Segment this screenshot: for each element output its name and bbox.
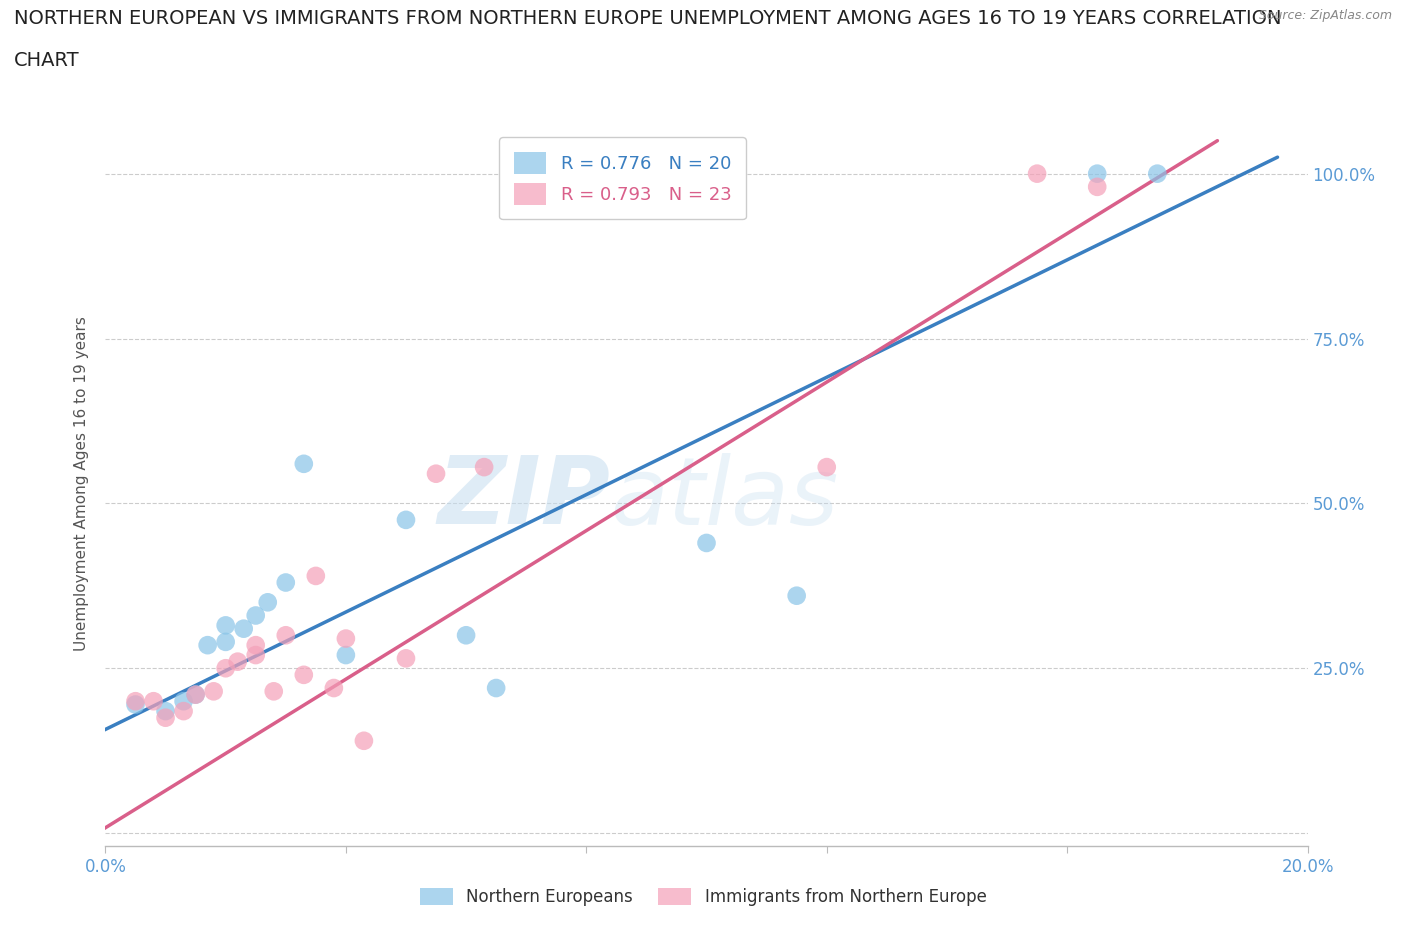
Point bbox=[226, 654, 249, 669]
Point bbox=[274, 575, 297, 590]
Point bbox=[353, 734, 375, 749]
Point bbox=[263, 684, 285, 698]
Point bbox=[335, 631, 357, 646]
Point bbox=[245, 638, 267, 653]
Point bbox=[245, 647, 267, 662]
Point bbox=[815, 459, 838, 474]
Point bbox=[472, 459, 495, 474]
Point bbox=[214, 618, 236, 632]
Point bbox=[245, 608, 267, 623]
Point bbox=[155, 704, 177, 719]
Text: Source: ZipAtlas.com: Source: ZipAtlas.com bbox=[1258, 9, 1392, 22]
Point bbox=[274, 628, 297, 643]
Legend: Northern Europeans, Immigrants from Northern Europe: Northern Europeans, Immigrants from Nort… bbox=[413, 881, 993, 912]
Point bbox=[1026, 166, 1049, 181]
Point bbox=[1085, 179, 1108, 194]
Point bbox=[173, 694, 195, 709]
Point bbox=[155, 711, 177, 725]
Point bbox=[184, 687, 207, 702]
Point bbox=[184, 687, 207, 702]
Text: CHART: CHART bbox=[14, 51, 80, 70]
Point bbox=[256, 595, 278, 610]
Point bbox=[124, 694, 146, 709]
Point bbox=[292, 457, 315, 472]
Point bbox=[335, 647, 357, 662]
Point bbox=[425, 466, 447, 481]
Point bbox=[197, 638, 219, 653]
Point bbox=[292, 668, 315, 683]
Point bbox=[214, 634, 236, 649]
Point bbox=[786, 589, 808, 604]
Text: NORTHERN EUROPEAN VS IMMIGRANTS FROM NORTHERN EUROPE UNEMPLOYMENT AMONG AGES 16 : NORTHERN EUROPEAN VS IMMIGRANTS FROM NOR… bbox=[14, 9, 1281, 28]
Point bbox=[232, 621, 254, 636]
Point bbox=[1085, 166, 1108, 181]
Point bbox=[214, 661, 236, 676]
Legend: R = 0.776   N = 20, R = 0.793   N = 23: R = 0.776 N = 20, R = 0.793 N = 23 bbox=[499, 138, 745, 219]
Text: ZIP: ZIP bbox=[437, 452, 610, 544]
Point bbox=[485, 681, 508, 696]
Point bbox=[322, 681, 344, 696]
Point bbox=[395, 651, 418, 666]
Point bbox=[696, 536, 718, 551]
Point bbox=[124, 698, 146, 712]
Point bbox=[142, 694, 165, 709]
Point bbox=[395, 512, 418, 527]
Point bbox=[1146, 166, 1168, 181]
Point bbox=[454, 628, 477, 643]
Point bbox=[173, 704, 195, 719]
Point bbox=[202, 684, 225, 698]
Point bbox=[305, 568, 328, 583]
Y-axis label: Unemployment Among Ages 16 to 19 years: Unemployment Among Ages 16 to 19 years bbox=[73, 316, 89, 651]
Text: atlas: atlas bbox=[610, 453, 838, 544]
